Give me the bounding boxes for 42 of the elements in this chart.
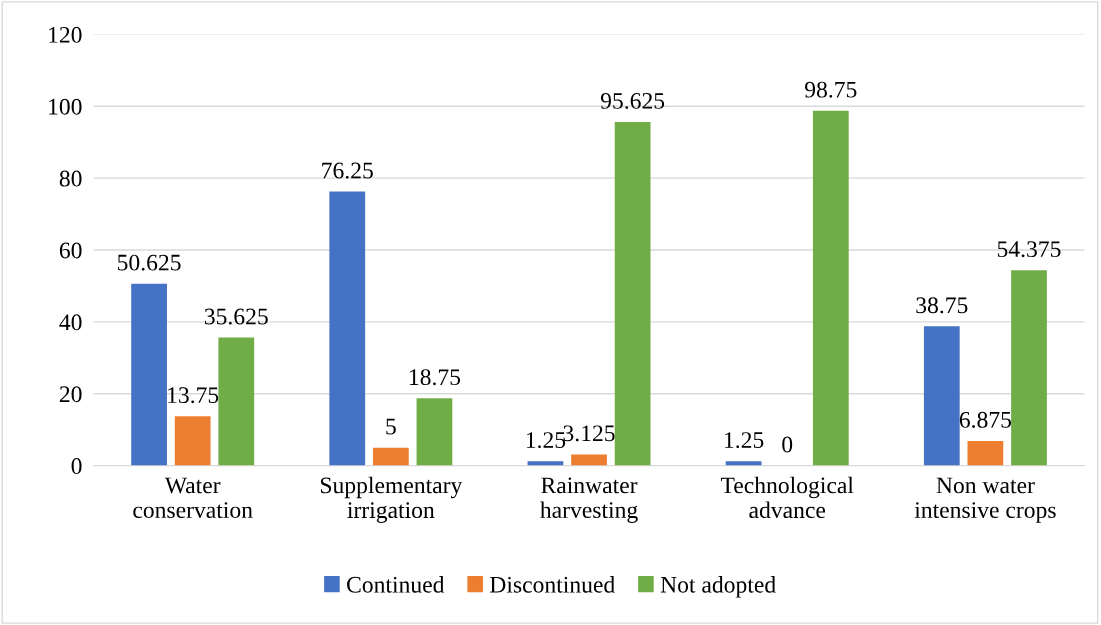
x-tick-label: Technological advance bbox=[720, 476, 854, 519]
data-label: 54.375 bbox=[997, 241, 1061, 258]
legend-label: Not adopted bbox=[660, 576, 776, 598]
x-tick-label: Rainwater harvesting bbox=[540, 477, 638, 523]
data-label: 3.125 bbox=[563, 425, 615, 442]
bar bbox=[1011, 270, 1047, 466]
data-label: 13.75 bbox=[168, 387, 219, 404]
y-tick-label: 20 bbox=[59, 386, 82, 403]
bar bbox=[174, 416, 211, 466]
x-tick-label: Water conservation bbox=[133, 477, 253, 519]
y-tick-label: 40 bbox=[59, 314, 82, 331]
legend-label: Discontinued bbox=[490, 576, 615, 593]
data-label: 50.625 bbox=[117, 254, 181, 271]
data-label: 38.75 bbox=[916, 297, 968, 314]
bar bbox=[812, 110, 849, 466]
data-label: 0 bbox=[782, 436, 793, 453]
data-label: 95.625 bbox=[600, 92, 665, 109]
data-label: 1.25 bbox=[725, 432, 764, 449]
data-label: 76.25 bbox=[322, 162, 373, 179]
bar bbox=[614, 121, 651, 466]
x-tick-label: Non water intensive crops bbox=[914, 477, 1056, 523]
bar bbox=[131, 283, 167, 466]
y-tick-label: 0 bbox=[71, 458, 82, 475]
y-tick-label: 80 bbox=[59, 170, 82, 187]
bar bbox=[571, 454, 607, 466]
legend-label: Continued bbox=[347, 576, 445, 593]
bar bbox=[923, 326, 960, 466]
data-label: 35.625 bbox=[204, 308, 268, 325]
bar bbox=[329, 191, 366, 466]
data-label: 5 bbox=[386, 418, 396, 435]
data-label: 1.25 bbox=[526, 432, 566, 449]
bar bbox=[218, 337, 255, 466]
data-label: 6.875 bbox=[959, 411, 1012, 428]
data-label: 18.75 bbox=[409, 369, 461, 386]
y-tick-label: 120 bbox=[49, 26, 82, 43]
x-tick-label: Supplementary irrigation bbox=[320, 476, 463, 523]
bar bbox=[416, 398, 453, 466]
y-tick-label: 60 bbox=[59, 242, 82, 259]
y-tick-label: 100 bbox=[49, 98, 82, 115]
bar bbox=[967, 440, 1004, 466]
bar bbox=[372, 447, 409, 466]
data-label: 98.75 bbox=[805, 81, 857, 98]
